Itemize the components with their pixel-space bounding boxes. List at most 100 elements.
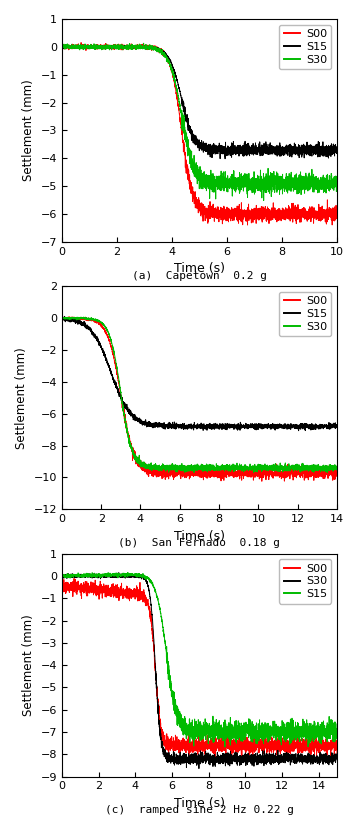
S15 — [300, 421, 304, 431]
Line: S30: S30 — [62, 573, 337, 769]
S15 — [335, 422, 339, 431]
S00 — [330, 742, 334, 752]
S30 — [330, 753, 334, 763]
S15 — [125, 40, 130, 50]
S00 — [165, 469, 169, 479]
S30 — [335, 175, 339, 185]
S15 — [177, 85, 182, 95]
S15 — [60, 43, 64, 53]
S00 — [60, 313, 64, 323]
S00 — [60, 41, 64, 51]
S15 — [60, 572, 64, 582]
S15 — [108, 365, 112, 375]
S30 — [177, 464, 182, 474]
Line: S30: S30 — [62, 43, 337, 200]
S15 — [335, 730, 339, 740]
S00 — [108, 583, 112, 593]
S15 — [62, 311, 66, 321]
S15 — [126, 568, 130, 577]
S30 — [330, 179, 334, 189]
S15 — [223, 153, 227, 163]
Y-axis label: Settlement (mm): Settlement (mm) — [22, 79, 35, 182]
S30 — [108, 332, 112, 342]
S15 — [107, 571, 112, 581]
S15 — [335, 148, 339, 158]
S15 — [330, 145, 334, 155]
S00 — [165, 56, 169, 66]
S30 — [91, 569, 95, 579]
S15 — [91, 328, 95, 337]
S30 — [261, 196, 266, 205]
S30 — [330, 464, 334, 474]
S15 — [330, 422, 334, 432]
Line: S00: S00 — [62, 578, 337, 759]
X-axis label: Time (s): Time (s) — [174, 262, 225, 276]
S15 — [165, 421, 169, 431]
Legend: S00, S30, S15: S00, S30, S15 — [279, 559, 331, 604]
S30 — [300, 462, 304, 472]
S30 — [91, 42, 95, 52]
S00 — [165, 742, 169, 752]
S00 — [245, 220, 250, 230]
S00 — [66, 312, 71, 322]
S30 — [165, 54, 169, 64]
S00 — [91, 580, 95, 590]
S00 — [60, 580, 64, 590]
S00 — [177, 737, 182, 747]
S00 — [177, 468, 182, 478]
Y-axis label: Settlement (mm): Settlement (mm) — [15, 347, 28, 449]
S30 — [60, 43, 64, 53]
S15 — [223, 742, 227, 752]
S15 — [177, 718, 182, 728]
X-axis label: Time (s): Time (s) — [174, 530, 225, 543]
S30 — [79, 312, 83, 322]
S30 — [91, 314, 95, 323]
X-axis label: Time (s): Time (s) — [174, 797, 225, 810]
S15 — [91, 43, 95, 53]
Text: (b)  San Fernado  0.18 g: (b) San Fernado 0.18 g — [118, 538, 280, 548]
S00 — [79, 38, 83, 48]
S00 — [177, 110, 182, 120]
Line: S00: S00 — [62, 317, 337, 481]
S15 — [177, 422, 182, 431]
Line: S15: S15 — [62, 316, 337, 431]
Y-axis label: Settlement (mm): Settlement (mm) — [22, 615, 35, 716]
Legend: S00, S15, S30: S00, S15, S30 — [279, 25, 331, 69]
S30 — [177, 97, 182, 106]
S15 — [300, 726, 304, 736]
S30 — [60, 314, 64, 323]
S00 — [330, 207, 334, 217]
S00 — [335, 470, 339, 480]
S00 — [335, 748, 339, 758]
Text: (a)  Capetown  0.2 g: (a) Capetown 0.2 g — [132, 271, 267, 281]
Line: S30: S30 — [62, 317, 337, 473]
S00 — [91, 42, 95, 52]
S30 — [335, 752, 339, 762]
S00 — [108, 336, 112, 346]
Text: (c)  ramped sine 2 Hz 0.22 g: (c) ramped sine 2 Hz 0.22 g — [105, 805, 294, 815]
S15 — [60, 313, 64, 323]
S00 — [91, 315, 95, 325]
S00 — [108, 41, 112, 51]
S30 — [300, 751, 304, 761]
S30 — [325, 468, 330, 478]
S30 — [177, 752, 182, 762]
S00 — [213, 754, 218, 764]
S00 — [330, 465, 334, 475]
Line: S15: S15 — [62, 573, 337, 747]
S30 — [300, 172, 304, 182]
S15 — [91, 571, 95, 581]
S15 — [165, 660, 169, 670]
S30 — [197, 764, 201, 774]
S30 — [60, 568, 64, 578]
S00 — [300, 465, 304, 475]
S30 — [107, 572, 112, 582]
S00 — [300, 204, 304, 214]
S00 — [72, 573, 76, 583]
S30 — [141, 38, 146, 48]
S30 — [117, 568, 121, 577]
S15 — [297, 426, 301, 436]
Line: S15: S15 — [62, 45, 337, 158]
S15 — [330, 720, 334, 730]
S15 — [107, 41, 112, 51]
